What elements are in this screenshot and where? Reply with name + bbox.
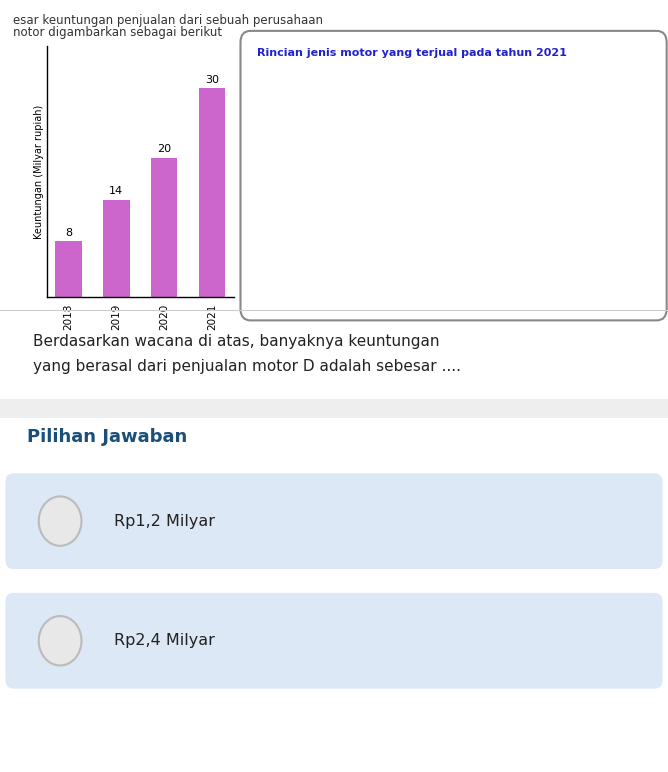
Text: Berdasarkan wacana di atas, banyaknya keuntungan: Berdasarkan wacana di atas, banyaknya ke… <box>33 334 440 348</box>
Wedge shape <box>355 134 403 227</box>
Text: Motor B: Motor B <box>531 150 579 163</box>
Text: Rp2,4 Milyar: Rp2,4 Milyar <box>114 633 214 648</box>
Text: Pilihan Jawaban: Pilihan Jawaban <box>27 428 187 446</box>
Text: esar keuntungan penjualan dari sebuah perusahaan: esar keuntungan penjualan dari sebuah pe… <box>13 14 323 27</box>
Text: 12%: 12% <box>440 212 467 222</box>
Bar <box>55 242 81 297</box>
Text: Rp1,2 Milyar: Rp1,2 Milyar <box>114 513 214 529</box>
Text: yang berasal dari penjualan motor D adalah sebesar ....: yang berasal dari penjualan motor D adal… <box>33 359 462 374</box>
Text: Motor C: Motor C <box>531 204 579 217</box>
Text: 8: 8 <box>65 228 72 238</box>
Ellipse shape <box>277 135 369 239</box>
Y-axis label: Keuntungan (Milyar rupiah): Keuntungan (Milyar rupiah) <box>34 105 44 239</box>
Wedge shape <box>260 215 330 264</box>
Bar <box>199 88 225 297</box>
Text: 18%: 18% <box>444 180 471 190</box>
Text: 14: 14 <box>110 186 124 196</box>
FancyBboxPatch shape <box>483 137 518 177</box>
Text: 30: 30 <box>205 75 219 85</box>
Bar <box>151 157 178 297</box>
Text: 30%: 30% <box>433 131 459 141</box>
Text: notor digambarkan sebagai berikut: notor digambarkan sebagai berikut <box>13 26 222 39</box>
FancyBboxPatch shape <box>483 86 518 124</box>
Text: Motor D: Motor D <box>531 256 580 269</box>
FancyBboxPatch shape <box>483 192 518 231</box>
FancyBboxPatch shape <box>483 245 518 283</box>
Wedge shape <box>291 107 325 156</box>
Wedge shape <box>246 134 295 181</box>
Bar <box>103 200 130 297</box>
Text: 20: 20 <box>157 144 171 154</box>
Text: 40%: 40% <box>383 78 410 88</box>
Text: Motor A: Motor A <box>531 97 579 110</box>
Text: 2021: 2021 <box>287 178 319 191</box>
Text: Rincian jenis motor yang terjual pada tahun 2021: Rincian jenis motor yang terjual pada ta… <box>257 48 567 58</box>
